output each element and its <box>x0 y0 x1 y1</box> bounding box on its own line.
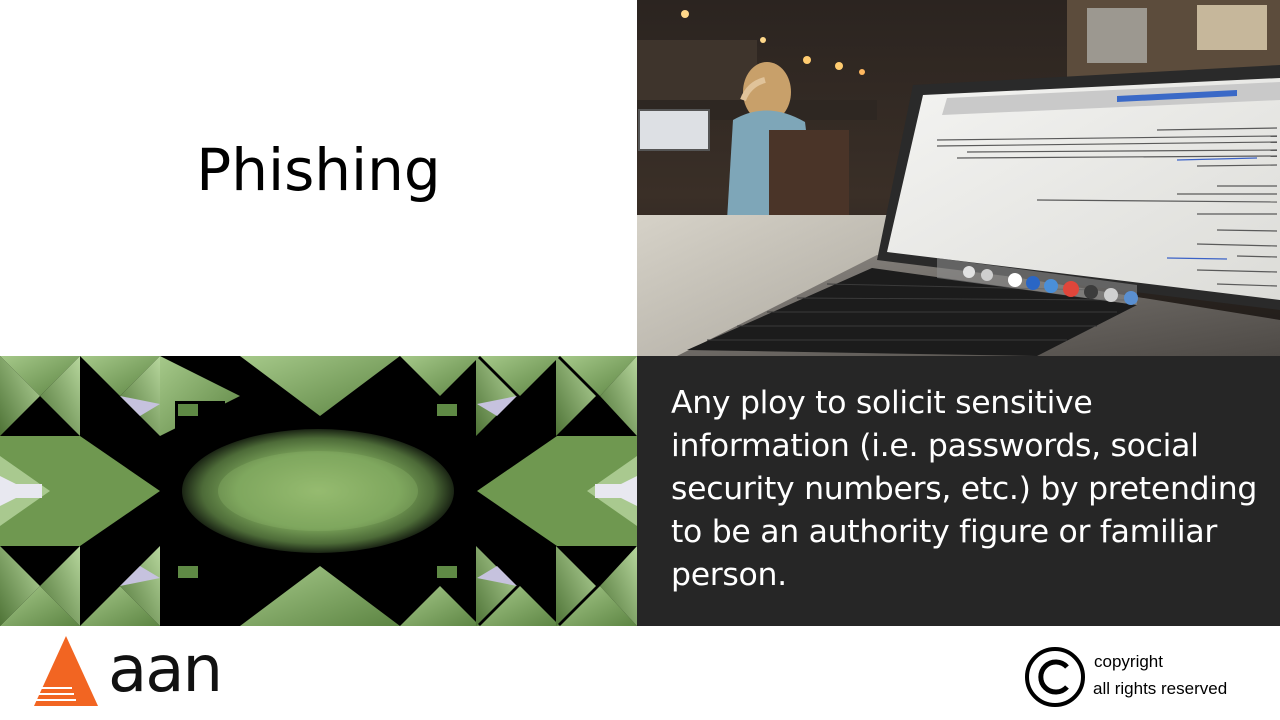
definition-text: Any ploy to solicit sensitive informatio… <box>671 385 1258 593</box>
rights-reserved-label: all rights reserved <box>1093 679 1228 698</box>
aan-logo-icon <box>34 636 98 706</box>
copyright-label: copyright <box>1094 652 1163 671</box>
copyright-icon <box>1025 647 1085 707</box>
laptop-photo-image <box>637 0 1280 356</box>
title-panel: Phishing <box>0 0 637 356</box>
decorative-pattern-image <box>0 356 637 626</box>
slide-title: Phishing <box>196 136 441 204</box>
logo-wordmark: aan <box>108 633 223 707</box>
kaleidoscope-pattern <box>0 356 637 626</box>
laptop-photo <box>637 0 1280 356</box>
definition-panel: Any ploy to solicit sensitive informatio… <box>637 356 1280 626</box>
